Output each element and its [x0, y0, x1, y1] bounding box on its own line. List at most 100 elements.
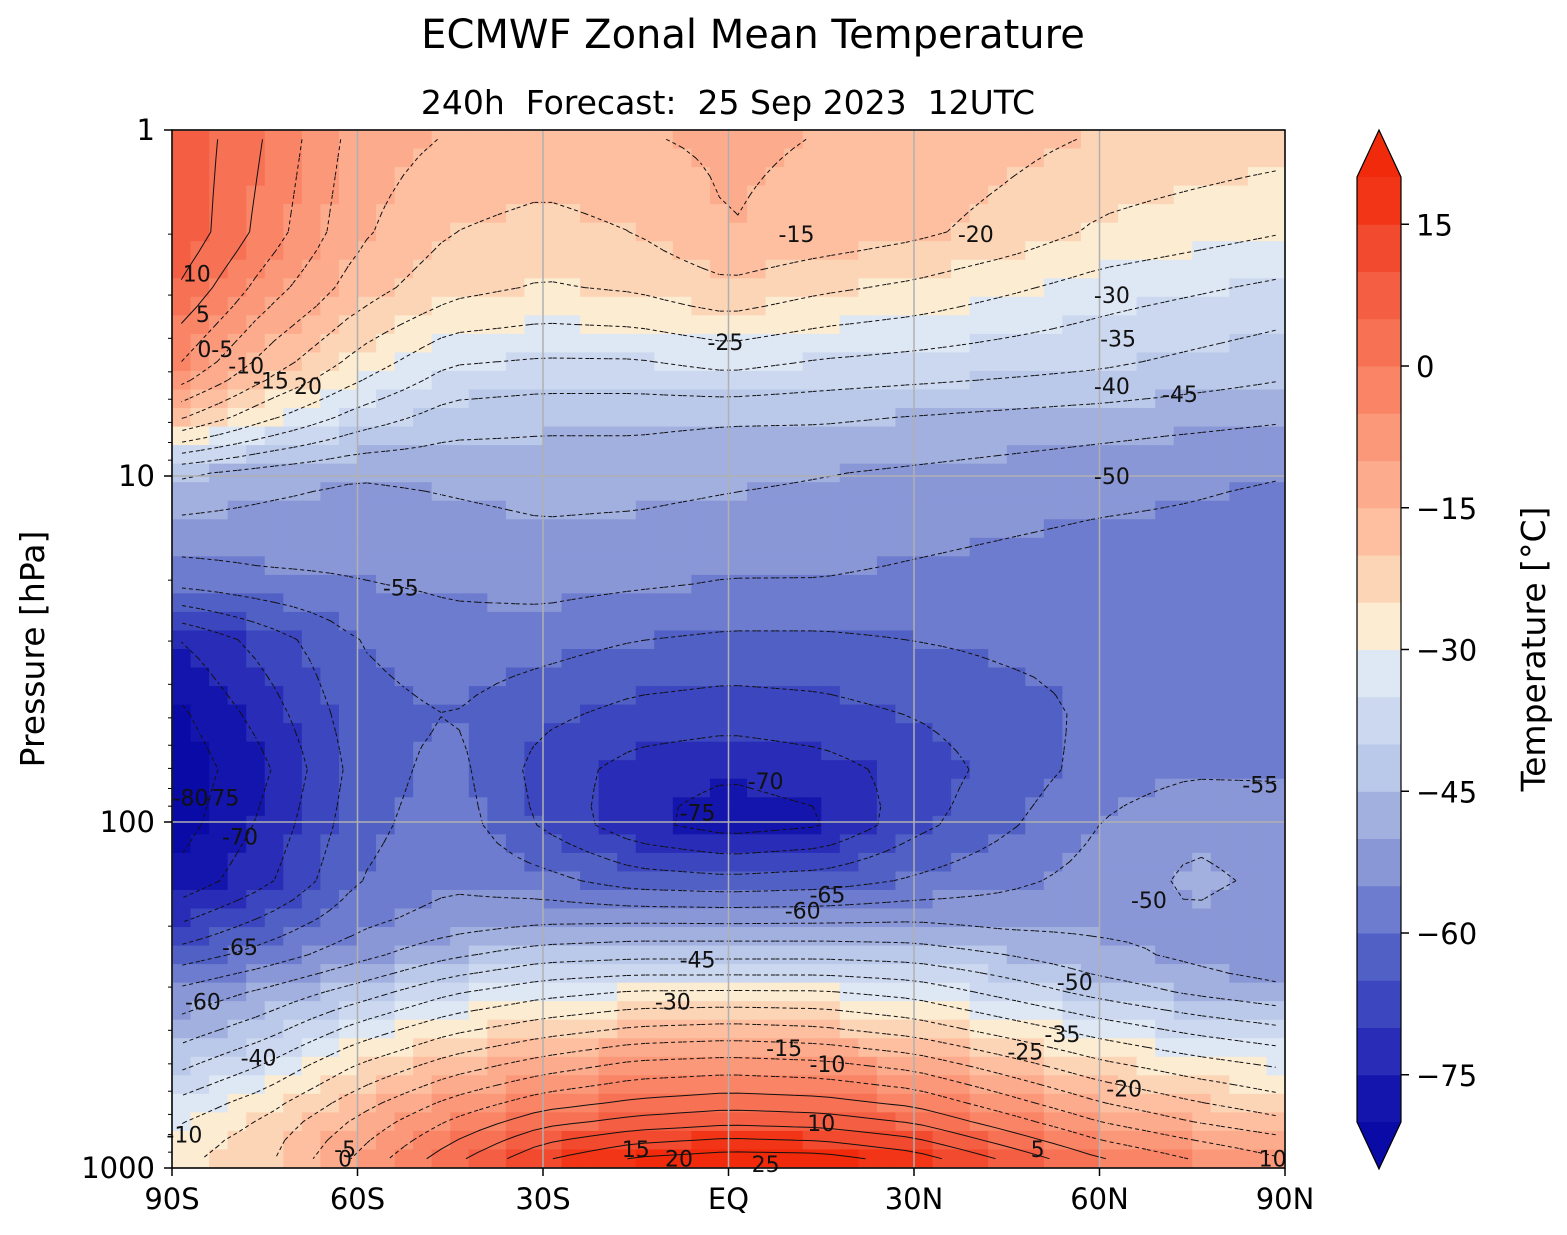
field-cell [524, 723, 544, 743]
field-cell [951, 130, 971, 150]
field-cell [765, 630, 785, 650]
field-cell [1155, 574, 1175, 594]
field-cell [413, 723, 433, 743]
field-cell [580, 778, 600, 798]
field-cell [431, 797, 451, 817]
field-cell [172, 185, 192, 205]
field-cell [580, 871, 600, 891]
field-cell [1136, 982, 1156, 1002]
field-cell [172, 1075, 192, 1095]
field-cell [932, 315, 952, 335]
field-cell [487, 945, 507, 965]
field-cell [450, 296, 470, 316]
field-cell [635, 333, 655, 354]
field-cell [709, 834, 730, 854]
field-cell [617, 408, 637, 428]
field-cell [747, 982, 767, 1002]
field-cell [969, 445, 989, 465]
field-cell [914, 1001, 934, 1021]
field-cell [1210, 241, 1230, 261]
field-cell [543, 574, 563, 594]
field-cell [487, 908, 507, 928]
field-cell [821, 852, 841, 873]
field-cell [301, 1001, 321, 1021]
field-cell [1006, 370, 1026, 391]
field-cell [654, 370, 674, 391]
field-cell [598, 463, 618, 483]
field-cell [802, 630, 822, 650]
field-cell [691, 1038, 711, 1058]
field-cell [580, 908, 600, 928]
field-cell [1080, 889, 1101, 910]
field-cell [672, 1056, 692, 1076]
field-cell [209, 1056, 229, 1076]
field-cell [487, 167, 507, 187]
field-cell [1025, 778, 1045, 798]
field-cell [1080, 760, 1101, 780]
field-cell [561, 1019, 581, 1039]
field-cell [394, 204, 414, 224]
field-cell [450, 352, 470, 372]
field-cell [1173, 927, 1193, 947]
field-cell [1118, 278, 1138, 298]
field-cell [895, 204, 915, 224]
field-cell [561, 1001, 581, 1021]
field-cell [839, 167, 859, 187]
field-cell [376, 982, 396, 1002]
field-cell [338, 945, 359, 965]
field-cell [468, 1001, 488, 1021]
field-cell [1229, 148, 1249, 168]
field-cell [839, 945, 859, 965]
field-cell [1192, 834, 1212, 854]
field-cell [932, 630, 952, 650]
field-cell [1247, 333, 1268, 354]
contour-line [181, 234, 1276, 1125]
field-cell [264, 1130, 284, 1151]
field-cell [895, 1149, 915, 1168]
field-cell [1080, 871, 1101, 891]
field-cell [505, 222, 526, 242]
field-cell [988, 1149, 1008, 1168]
field-cell [338, 500, 359, 520]
field-cell [1173, 982, 1193, 1002]
field-cell [246, 148, 266, 168]
field-cell [227, 1093, 247, 1113]
field-cell [1118, 741, 1138, 761]
field-cell [1266, 945, 1285, 965]
field-cell [524, 370, 544, 391]
field-cell [1266, 241, 1285, 261]
field-cell [1136, 927, 1156, 947]
field-cell [264, 222, 284, 242]
field-cell [802, 927, 822, 947]
field-cell [617, 333, 637, 354]
field-cell [1062, 574, 1082, 594]
field-cell [1062, 1112, 1082, 1132]
field-cell [264, 723, 284, 743]
field-cell [1025, 1056, 1045, 1076]
field-cell [487, 408, 507, 428]
field-cell [654, 686, 674, 706]
field-cell [227, 982, 247, 1002]
field-cell [1043, 148, 1063, 168]
field-cell [376, 389, 396, 409]
field-cell [1229, 1019, 1249, 1039]
field-cell [468, 482, 488, 502]
field-cell [654, 167, 674, 187]
field-cell [784, 445, 804, 465]
field-cell [1136, 296, 1156, 316]
field-cell [617, 667, 637, 687]
field-cell [914, 797, 934, 817]
field-cell [1025, 649, 1045, 669]
x-tick-label: 90S [144, 1182, 199, 1216]
field-cell [672, 204, 692, 224]
field-cell [1210, 148, 1230, 168]
field-cell [969, 1001, 989, 1021]
field-cell [635, 852, 655, 873]
field-cell [450, 185, 470, 205]
field-cell [747, 1075, 767, 1095]
field-cell [1099, 945, 1119, 965]
field-cell [172, 130, 192, 150]
field-cell [1043, 259, 1063, 279]
field-cell [821, 130, 841, 150]
field-cell [839, 296, 859, 316]
